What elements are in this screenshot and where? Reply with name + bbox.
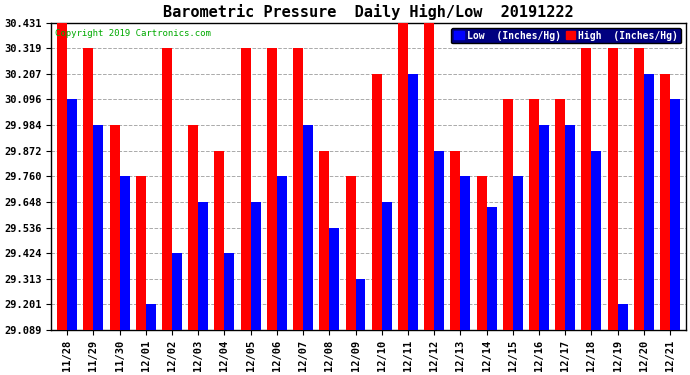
Bar [162, 48, 172, 330]
Title: Barometric Pressure  Daily High/Low  20191222: Barometric Pressure Daily High/Low 20191… [164, 4, 574, 20]
Bar [529, 99, 539, 330]
Bar [372, 74, 382, 330]
Bar [110, 125, 119, 330]
Bar [224, 253, 235, 330]
Bar [83, 48, 93, 330]
Bar [477, 176, 486, 330]
Bar [172, 253, 182, 330]
Bar [644, 74, 654, 330]
Bar [539, 125, 549, 330]
Bar [382, 202, 392, 330]
Bar [670, 99, 680, 330]
Bar [398, 23, 408, 330]
Bar [660, 74, 670, 330]
Bar [319, 151, 329, 330]
Bar [136, 176, 146, 330]
Bar [634, 48, 644, 330]
Bar [424, 23, 434, 330]
Bar [119, 176, 130, 330]
Bar [434, 151, 444, 330]
Bar [250, 202, 261, 330]
Bar [303, 125, 313, 330]
Bar [513, 176, 523, 330]
Bar [608, 48, 618, 330]
Bar [582, 48, 591, 330]
Bar [215, 151, 224, 330]
Bar [67, 99, 77, 330]
Bar [618, 304, 628, 330]
Bar [293, 48, 303, 330]
Bar [57, 23, 67, 330]
Bar [451, 151, 460, 330]
Bar [591, 151, 602, 330]
Bar [346, 176, 355, 330]
Bar [267, 48, 277, 330]
Bar [565, 125, 575, 330]
Bar [555, 99, 565, 330]
Bar [486, 207, 497, 330]
Bar [329, 228, 339, 330]
Bar [503, 99, 513, 330]
Bar [460, 176, 471, 330]
Bar [93, 125, 104, 330]
Bar [146, 304, 156, 330]
Bar [355, 279, 366, 330]
Bar [241, 48, 250, 330]
Bar [277, 176, 287, 330]
Bar [198, 202, 208, 330]
Legend: Low  (Inches/Hg), High  (Inches/Hg): Low (Inches/Hg), High (Inches/Hg) [451, 28, 681, 44]
Bar [408, 74, 418, 330]
Text: Copyright 2019 Cartronics.com: Copyright 2019 Cartronics.com [55, 29, 210, 38]
Bar [188, 125, 198, 330]
